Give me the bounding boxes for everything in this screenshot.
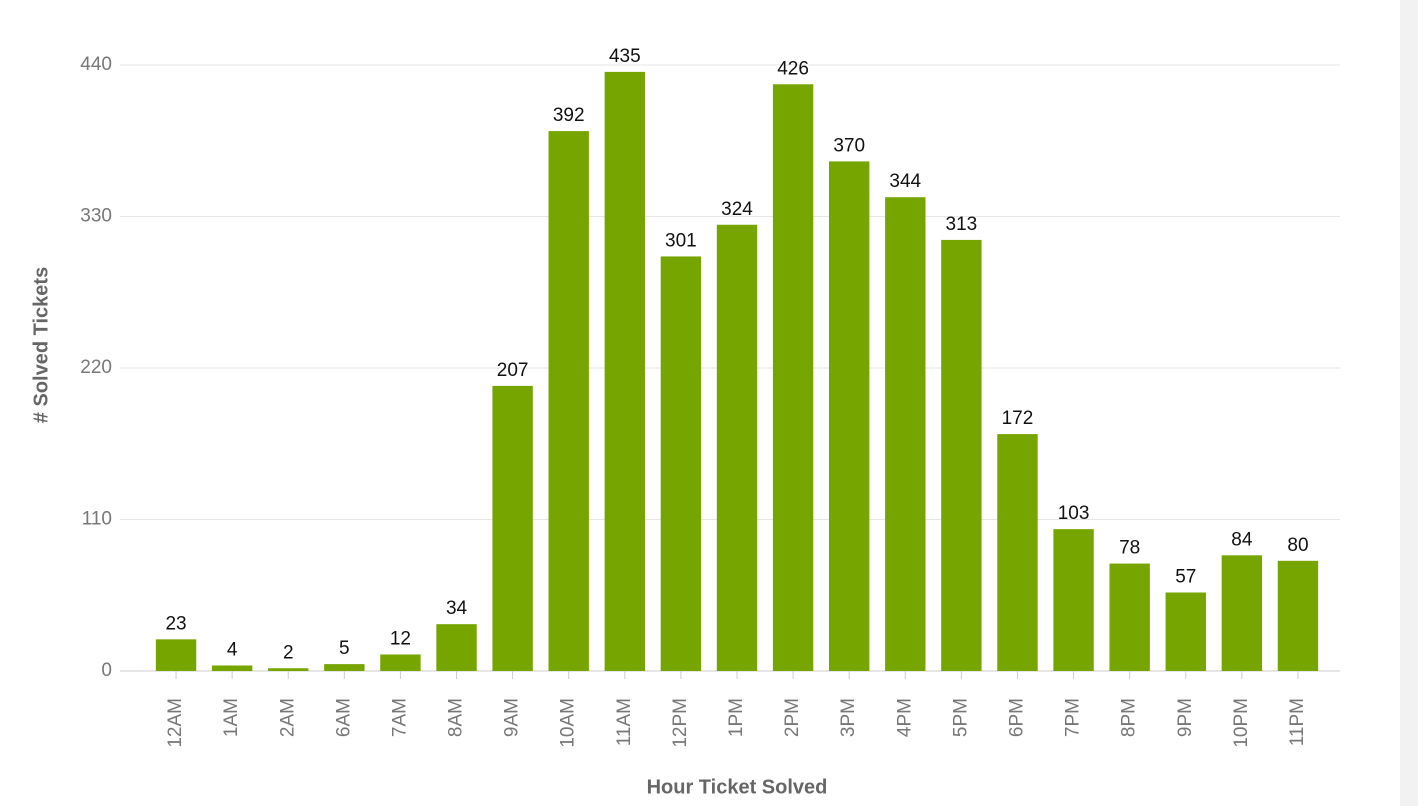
- y-tick-label: 0: [101, 660, 112, 681]
- x-tick-label: 2PM: [782, 698, 803, 737]
- x-tick-label: 10AM: [558, 698, 579, 748]
- value-label: 84: [1231, 529, 1253, 550]
- value-label: 80: [1287, 535, 1308, 556]
- value-label: 344: [889, 171, 921, 192]
- x-tick-label: 10PM: [1231, 698, 1252, 748]
- value-label: 4: [227, 640, 238, 661]
- x-tick-label: 7AM: [389, 698, 410, 737]
- bar: [324, 664, 365, 671]
- bar: [1221, 555, 1263, 671]
- bar: [828, 161, 870, 671]
- bar: [436, 624, 477, 671]
- bar: [1053, 529, 1094, 671]
- value-label: 5: [339, 638, 350, 659]
- bar: [660, 256, 702, 671]
- x-tick-label: 9PM: [1175, 698, 1196, 737]
- x-tick-label: 5PM: [950, 698, 971, 737]
- bar: [1109, 563, 1150, 671]
- value-label: 23: [165, 613, 186, 634]
- bar: [268, 668, 309, 671]
- value-label: 207: [497, 360, 529, 381]
- scrollbar-track: [1400, 0, 1418, 806]
- bar: [548, 131, 589, 672]
- x-tick-label: 12PM: [670, 698, 691, 748]
- bar: [492, 385, 533, 671]
- x-axis-title: Hour Ticket Solved: [647, 776, 828, 798]
- bar: [604, 71, 646, 672]
- value-label: 78: [1119, 538, 1140, 559]
- value-label: 370: [833, 135, 865, 156]
- bar: [211, 665, 253, 671]
- value-label: 57: [1175, 567, 1196, 588]
- value-label: 435: [609, 46, 641, 67]
- bar: [997, 434, 1038, 671]
- x-tick-label: 11PM: [1287, 698, 1308, 746]
- bar: [380, 654, 421, 671]
- y-tick-label: 440: [80, 54, 112, 75]
- y-axis-title: # Solved Tickets: [30, 267, 52, 423]
- bar: [772, 84, 814, 672]
- x-tick-label: 9AM: [502, 698, 523, 737]
- value-label: 313: [946, 214, 978, 235]
- value-label: 426: [777, 58, 809, 79]
- bar: [155, 639, 197, 671]
- bar: [885, 197, 926, 671]
- x-tick-label: 1AM: [221, 698, 242, 737]
- x-tick-label: 2AM: [277, 698, 298, 737]
- x-tick-label: 12AM: [165, 698, 186, 748]
- x-tick-label: 11AM: [614, 698, 635, 746]
- value-label: 34: [446, 598, 468, 619]
- x-tick-label: 4PM: [894, 698, 915, 737]
- x-tick-label: 3PM: [838, 698, 859, 737]
- value-label: 301: [665, 230, 697, 251]
- value-label: 2: [283, 642, 294, 663]
- value-label: 324: [721, 199, 753, 220]
- y-tick-label: 220: [80, 357, 112, 378]
- value-label: 12: [390, 628, 411, 649]
- x-tick-label: 8AM: [446, 698, 467, 737]
- x-tick-label: 6AM: [333, 698, 354, 737]
- x-tick-label: 6PM: [1006, 698, 1027, 737]
- bar: [1165, 592, 1206, 671]
- x-tick-label: 8PM: [1119, 698, 1140, 737]
- value-label: 103: [1058, 503, 1090, 524]
- x-tick-label: 1PM: [726, 698, 747, 737]
- bar: [941, 239, 982, 671]
- y-tick-label: 330: [80, 206, 112, 227]
- x-tick-label: 7PM: [1063, 698, 1084, 737]
- value-label: 392: [553, 105, 585, 126]
- y-tick-label: 110: [82, 509, 112, 530]
- bar: [1277, 560, 1319, 671]
- value-label: 172: [1002, 408, 1034, 429]
- bar: [716, 224, 758, 671]
